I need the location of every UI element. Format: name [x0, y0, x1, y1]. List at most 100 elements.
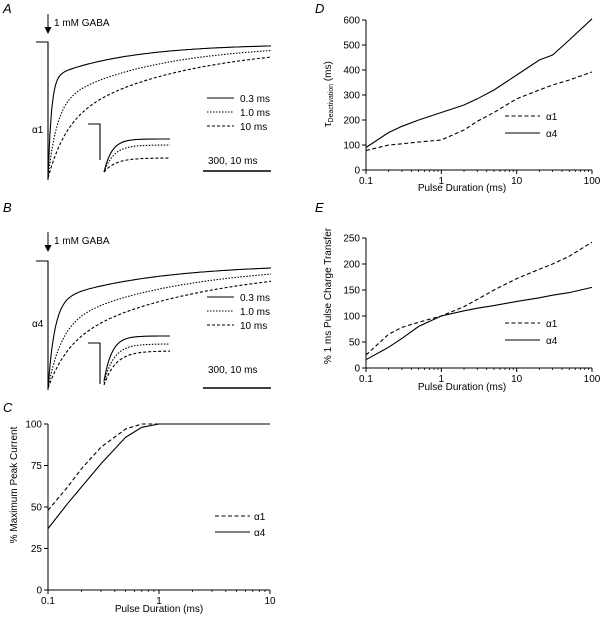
d-ytick-label-3: 300	[343, 91, 360, 102]
panel-e-x-axis-label: Pulse Duration (ms)	[418, 382, 506, 393]
panel-a-inset-step	[88, 123, 101, 160]
panel-a-trace-10ms	[47, 56, 272, 179]
panel-a-subunit-label: α1	[32, 125, 44, 136]
d-xtick-label-1: 1	[439, 176, 445, 187]
e-ytick-label-1: 50	[349, 338, 361, 349]
panel-c-letter: C	[3, 400, 13, 415]
panel-b-pulse-step	[36, 260, 49, 390]
c-ytick-label-2: 50	[31, 503, 43, 514]
panel-e-legend: α1 α4	[505, 319, 558, 347]
d-xtick-label-0: 0.1	[359, 176, 373, 187]
e-ytick-label-3: 150	[343, 286, 360, 297]
panel-b-letter: B	[3, 200, 12, 215]
panel-e: E % 1 ms Pulse Charge Transfer Pulse Dur…	[315, 200, 601, 393]
panel-e-y-axis-label: % 1 ms Pulse Charge Transfer	[323, 227, 334, 364]
e-xtick-label-3: 100	[584, 374, 601, 385]
panel-c-y-axis-label: % Maximum Peak Current	[9, 426, 20, 543]
d-ytick-label-4: 400	[343, 66, 360, 77]
panel-a-inset-trace-10ms	[103, 157, 170, 173]
c-ytick-label-0: 0	[36, 586, 42, 597]
panel-d-series-alpha1	[365, 71, 593, 152]
e-xtick-label-1: 1	[439, 374, 445, 385]
panel-e-axes	[365, 238, 592, 369]
panel-b-trace-10ms	[47, 280, 272, 389]
panel-d-letter: D	[315, 1, 324, 16]
panel-a-legend-label-1.0ms: 1.0 ms	[240, 108, 270, 119]
c-ytick-label-3: 75	[31, 461, 43, 472]
panel-d-legend-label-alpha4: α4	[546, 129, 558, 140]
panel-d-y-axis-label-unit: (ms)	[323, 61, 334, 84]
panel-a-stimulus-label: 1 mM GABA	[54, 18, 110, 29]
panel-a-trace-0.3ms	[47, 45, 272, 179]
panel-e-legend-label-alpha4: α4	[546, 336, 558, 347]
panel-a-legend: 0.3 ms 1.0 ms 10 ms	[207, 94, 270, 133]
panel-b-legend: 0.3 ms 1.0 ms 10 ms	[207, 293, 270, 332]
panel-d-ticks: 0.1 1 10 100 0 100 200 300 400 500 600	[343, 16, 600, 188]
panel-a-trace-1.0ms	[47, 49, 272, 179]
e-xtick-label-0: 0.1	[359, 374, 373, 385]
panel-a-scale-label: 300, 10 ms	[208, 156, 257, 167]
d-xtick-label-3: 100	[584, 176, 601, 187]
panel-b-subunit-label: α4	[32, 319, 44, 330]
panel-b-scale-label: 300, 10 ms	[208, 365, 257, 376]
panel-b-inset-trace-0.3ms	[103, 335, 170, 382]
e-ytick-label-0: 0	[354, 364, 360, 375]
panel-a-legend-label-10ms: 10 ms	[240, 122, 267, 133]
panel-d-axes	[365, 20, 592, 171]
panel-b-legend-label-10ms: 10 ms	[240, 321, 267, 332]
d-ytick-label-5: 500	[343, 41, 360, 52]
e-ytick-label-4: 200	[343, 260, 360, 271]
panel-e-series-alpha1	[365, 241, 593, 356]
panel-d-legend: α1 α4	[505, 112, 558, 140]
panel-b-trace-0.3ms	[47, 267, 272, 389]
panel-b-legend-label-0.3ms: 0.3 ms	[240, 293, 270, 304]
panel-c-legend-label-alpha1: α1	[254, 512, 266, 523]
c-xtick-label-1: 1	[156, 596, 162, 607]
panel-b-inset-trace-10ms	[103, 350, 171, 386]
panel-b: B 1 mM GABA α4 0.3 ms 1.0 ms 10 ms 300, …	[3, 200, 272, 390]
panel-a-stimulus-arrow-icon	[44, 14, 52, 34]
panel-a-legend-label-0.3ms: 0.3 ms	[240, 94, 270, 105]
c-xtick-label-0: 0.1	[41, 596, 55, 607]
e-ytick-label-2: 100	[343, 312, 360, 323]
c-xtick-label-2: 10	[264, 596, 276, 607]
d-ytick-label-6: 600	[343, 16, 360, 27]
panel-b-legend-label-1.0ms: 1.0 ms	[240, 307, 270, 318]
panel-a-pulse-step	[36, 41, 49, 180]
panel-e-series-alpha4	[365, 286, 593, 361]
panel-b-inset-trace-1.0ms	[103, 343, 171, 384]
panel-d-y-axis-label: τDeactivation (ms)	[322, 61, 335, 127]
c-ytick-label-4: 100	[25, 420, 42, 431]
d-ytick-label-2: 200	[343, 116, 360, 127]
panel-a-inset-trace-0.3ms	[103, 138, 170, 173]
panel-a: A 1 mM GABA α1 0.3 ms 1.0 ms 10 ms 300, …	[2, 1, 272, 180]
d-ytick-label-1: 100	[343, 141, 360, 152]
d-ytick-label-0: 0	[354, 166, 360, 177]
panel-c-legend-label-alpha4: α4	[254, 528, 266, 539]
panel-c-axes	[47, 424, 270, 591]
d-xtick-label-2: 10	[511, 176, 523, 187]
panel-c-series-alpha1	[47, 423, 270, 511]
panel-b-stimulus-arrow-icon	[44, 232, 52, 252]
e-xtick-label-2: 10	[511, 374, 523, 385]
panel-e-ticks: 0.1 1 10 100 0 50 100 150 200 250	[343, 234, 600, 386]
panel-a-inset-trace-1.0ms	[103, 144, 170, 173]
panel-c-legend: α1 α4	[215, 512, 266, 539]
panel-a-letter: A	[2, 1, 12, 16]
panel-c: C % Maximum Peak Current Pulse Duration …	[3, 400, 276, 615]
panel-e-legend-label-alpha1: α1	[546, 319, 558, 330]
panel-c-series-alpha4	[47, 423, 270, 529]
e-ytick-label-5: 250	[343, 234, 360, 245]
panel-d: D τDeactivation (ms) Pulse Duration (ms)…	[315, 1, 601, 194]
panel-e-letter: E	[315, 200, 324, 215]
panel-b-inset-step	[88, 342, 101, 384]
panel-d-y-axis-label-subscript: Deactivation	[328, 84, 335, 123]
panel-d-x-axis-label: Pulse Duration (ms)	[418, 183, 506, 194]
panel-c-x-axis-label: Pulse Duration (ms)	[115, 604, 203, 615]
panel-d-legend-label-alpha1: α1	[546, 112, 558, 123]
panel-d-series-alpha4	[365, 18, 593, 148]
panel-b-stimulus-label: 1 mM GABA	[54, 236, 110, 247]
c-ytick-label-1: 25	[31, 544, 43, 555]
